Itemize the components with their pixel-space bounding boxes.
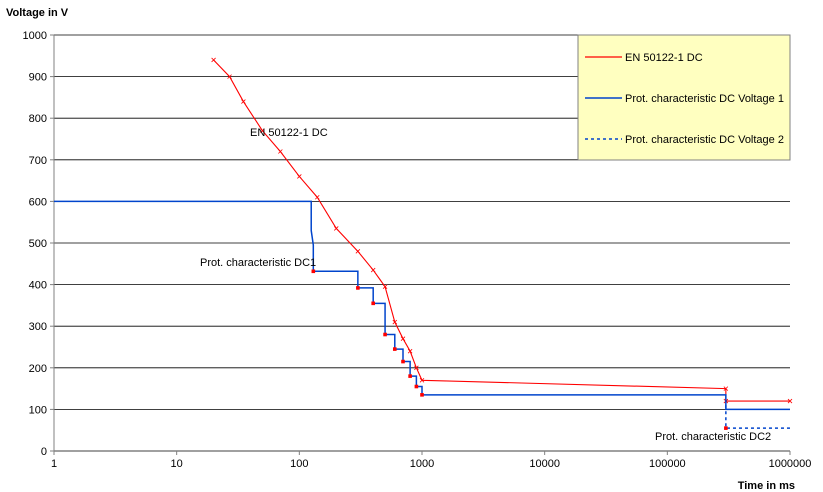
x-tick-label: 1000000 [769,458,812,470]
series-line-1 [54,200,790,411]
step-marker [724,426,728,430]
series-point [211,57,216,63]
y-tick-label: 400 [29,280,47,292]
series-point [370,267,376,273]
x-axis-title: Time in ms [738,480,795,492]
legend: EN 50122-1 DC Prot. characteristic DC Vo… [577,34,791,161]
legend-label-dc1: Prot. characteristic DC Voltage 1 [625,93,784,105]
legend-label-dc2: Prot. characteristic DC Voltage 2 [625,134,784,146]
markers-group [311,269,728,430]
y-tick-label: 200 [29,363,47,375]
series-point [382,284,388,289]
y-tick-label: 0 [41,446,47,458]
series-point [227,74,232,79]
series-point [414,365,419,371]
series-point [297,174,302,179]
x-tick-label: 10000 [529,458,560,470]
series-point [407,348,413,354]
x-tick-label: 10 [171,458,183,470]
x-tick-label: 100 [290,458,308,470]
step-marker [392,347,397,351]
y-axis-title: Voltage in V [6,7,69,19]
y-tick-label: 100 [29,404,47,416]
step-marker [371,301,375,306]
step-marker [356,286,360,290]
y-tick-label: 600 [29,196,47,208]
annotation-dc2: Prot. characteristic DC2 [655,431,771,443]
y-tick-label: 800 [29,113,47,125]
series-point [241,99,246,104]
step-marker [414,384,419,389]
series-point [314,194,320,200]
y-tick-label: 300 [29,321,47,333]
step-marker [401,359,405,364]
step-marker [408,374,412,378]
step-marker [420,393,424,397]
series-point [333,226,339,231]
series-group [54,57,793,429]
series-point [355,249,361,254]
y-tick-label: 1000 [23,30,47,42]
y-tick-label: 700 [29,155,47,167]
series-line-2 [725,405,790,429]
series-point [787,398,793,404]
step-marker [311,269,316,274]
x-tick-label: 1 [51,458,57,470]
y-tick-labels: 0 100 200 300 400 500 600 700 800 900 1000 [23,30,47,458]
legend-label-en50122: EN 50122-1 DC [625,52,703,64]
x-tick-labels: 1 10 100 1000 10000 100000 1000000 [51,458,811,470]
annotation-en50122: EN 50122-1 DC [250,127,328,139]
x-tick-label: 1000 [410,458,434,470]
series-point [419,377,425,383]
series-point [400,336,406,341]
step-marker [383,332,387,337]
series-point [260,128,265,133]
y-tick-label: 500 [29,238,47,250]
series-point [392,319,398,325]
series-point [278,149,283,154]
annotation-dc1: Prot. characteristic DC1 [200,257,316,269]
x-tick-label: 100000 [649,458,686,470]
series-point [723,386,729,391]
y-tick-label: 900 [29,72,47,84]
